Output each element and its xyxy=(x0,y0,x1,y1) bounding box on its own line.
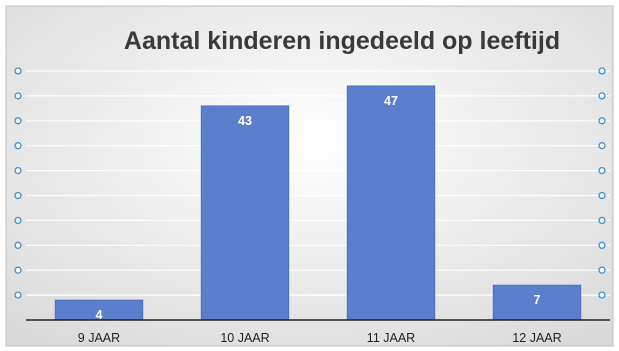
resize-handle-right[interactable] xyxy=(598,266,606,274)
resize-handle-left[interactable] xyxy=(14,92,22,100)
bar-10-jaar xyxy=(200,105,290,321)
resize-handle-right[interactable] xyxy=(598,191,606,200)
resize-handle-right[interactable] xyxy=(598,166,606,175)
resize-handle-left[interactable] xyxy=(14,67,22,75)
resize-handle-right[interactable] xyxy=(598,216,606,225)
resize-handle-right[interactable] xyxy=(598,291,606,299)
bars-group xyxy=(54,85,582,321)
data-label: 43 xyxy=(238,114,252,128)
resize-handle-right[interactable] xyxy=(598,92,606,100)
resize-handle-right[interactable] xyxy=(598,142,606,150)
data-label: 47 xyxy=(384,94,398,108)
x-tick-label: 11 JAAR xyxy=(367,331,415,345)
resize-handle-left[interactable] xyxy=(14,166,22,175)
chart-title: Aantal kinderen ingedeeld op leeftijd xyxy=(124,27,560,55)
resize-handle-left[interactable] xyxy=(14,191,22,200)
bar-11-jaar xyxy=(346,85,436,321)
data-label: 7 xyxy=(534,293,541,307)
x-tick-labels-group: 9 JAAR 10 JAAR 11 JAAR 12 JAAR xyxy=(78,331,562,345)
x-tick-label: 10 JAAR xyxy=(220,331,269,345)
data-label: 4 xyxy=(96,308,103,322)
data-labels-group: 4 43 47 7 xyxy=(96,94,541,322)
x-tick-label: 12 JAAR xyxy=(512,331,561,345)
resize-handle-left[interactable] xyxy=(14,266,22,274)
selection-handles[interactable] xyxy=(14,67,606,299)
resize-handle-left[interactable] xyxy=(14,117,22,125)
resize-handle-right[interactable] xyxy=(598,67,606,75)
resize-handle-left[interactable] xyxy=(14,142,22,150)
resize-handle-left[interactable] xyxy=(14,216,22,225)
resize-handle-left[interactable] xyxy=(14,241,22,249)
resize-handle-right[interactable] xyxy=(598,117,606,125)
x-tick-label: 9 JAAR xyxy=(78,331,120,345)
resize-handle-left[interactable] xyxy=(14,291,22,299)
resize-handle-right[interactable] xyxy=(598,241,606,249)
